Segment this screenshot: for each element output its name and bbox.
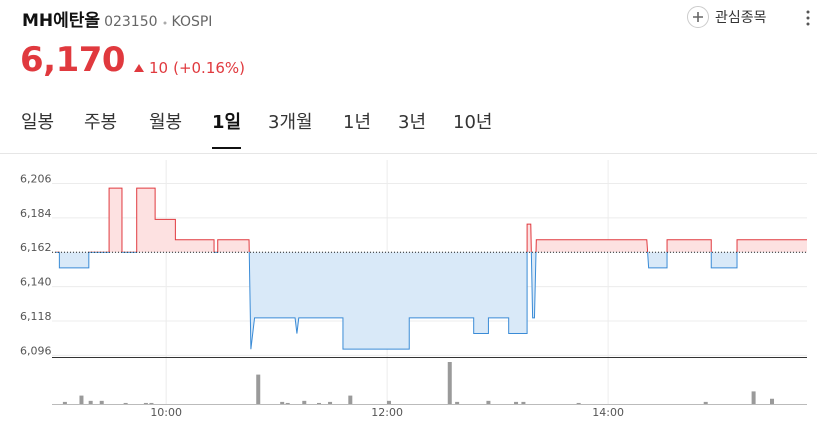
period-tabs: 일봉 주봉 월봉 1일 3개월 1년 3년 10년 <box>0 108 817 153</box>
volume-bar <box>521 401 526 404</box>
price-area <box>55 188 808 350</box>
period-tab[interactable]: 1일 <box>212 108 242 149</box>
y-tick-label: 6,162 <box>20 241 52 254</box>
volume-bar <box>348 395 353 404</box>
volume-bar <box>99 400 104 404</box>
watchlist-label: 관심종목 <box>715 10 767 26</box>
plus-icon <box>687 6 709 28</box>
volume-bar <box>280 401 285 404</box>
volume-bar <box>486 400 491 404</box>
volume-bar <box>302 400 307 404</box>
change-percent: (+0.16%) <box>173 59 246 77</box>
y-tick-label: 6,140 <box>20 276 52 289</box>
x-tick-label: 10:00 <box>150 406 182 419</box>
period-tab[interactable]: 3년 <box>398 112 427 133</box>
volume-bar <box>149 402 154 404</box>
volume-bar <box>447 362 452 404</box>
stock-name: MH에탄올 <box>22 11 101 31</box>
volume-bar <box>285 402 290 404</box>
stock-code: 023150 <box>104 14 158 30</box>
period-tab[interactable]: 3개월 <box>268 112 313 133</box>
dot <box>163 21 167 25</box>
volume-bar <box>328 401 333 404</box>
volume-bar <box>386 400 391 404</box>
volume-bar <box>514 401 519 404</box>
x-tick-label: 12:00 <box>371 406 403 419</box>
y-tick-label: 6,184 <box>20 207 52 220</box>
y-tick-label: 6,118 <box>20 310 52 323</box>
volume-bar <box>256 374 261 404</box>
volume-bar <box>455 401 460 404</box>
volume-bar <box>143 402 148 404</box>
watchlist-button[interactable]: 관심종목 <box>687 6 767 28</box>
volume-bar <box>770 398 775 404</box>
period-tab[interactable]: 10년 <box>453 112 493 133</box>
market: KOSPI <box>171 14 213 30</box>
change: 10 (+0.16%) <box>134 59 245 77</box>
more-button[interactable] <box>805 10 811 26</box>
volume-bar <box>703 401 708 404</box>
x-tick-label: 14:00 <box>592 406 624 419</box>
volume-bar <box>62 401 67 404</box>
period-tab[interactable]: 월봉 <box>149 112 183 133</box>
volume-bar <box>88 400 93 404</box>
volume-bar <box>751 391 756 404</box>
price: 6,170 <box>20 40 126 80</box>
change-value: 10 <box>149 59 169 77</box>
period-tab[interactable]: 1년 <box>343 112 372 133</box>
y-tick-label: 6,096 <box>20 344 52 357</box>
stock-header: MH에탄올 023150 KOSPI <box>22 6 212 31</box>
up-arrow <box>134 64 144 72</box>
volume-bar <box>317 402 322 404</box>
volume-bar <box>576 402 581 404</box>
volume-bar <box>123 402 128 404</box>
period-tab[interactable]: 일봉 <box>21 112 55 133</box>
y-tick-label: 6,206 <box>20 172 52 185</box>
period-tab[interactable]: 주봉 <box>84 112 118 133</box>
volume-bar <box>79 395 84 404</box>
